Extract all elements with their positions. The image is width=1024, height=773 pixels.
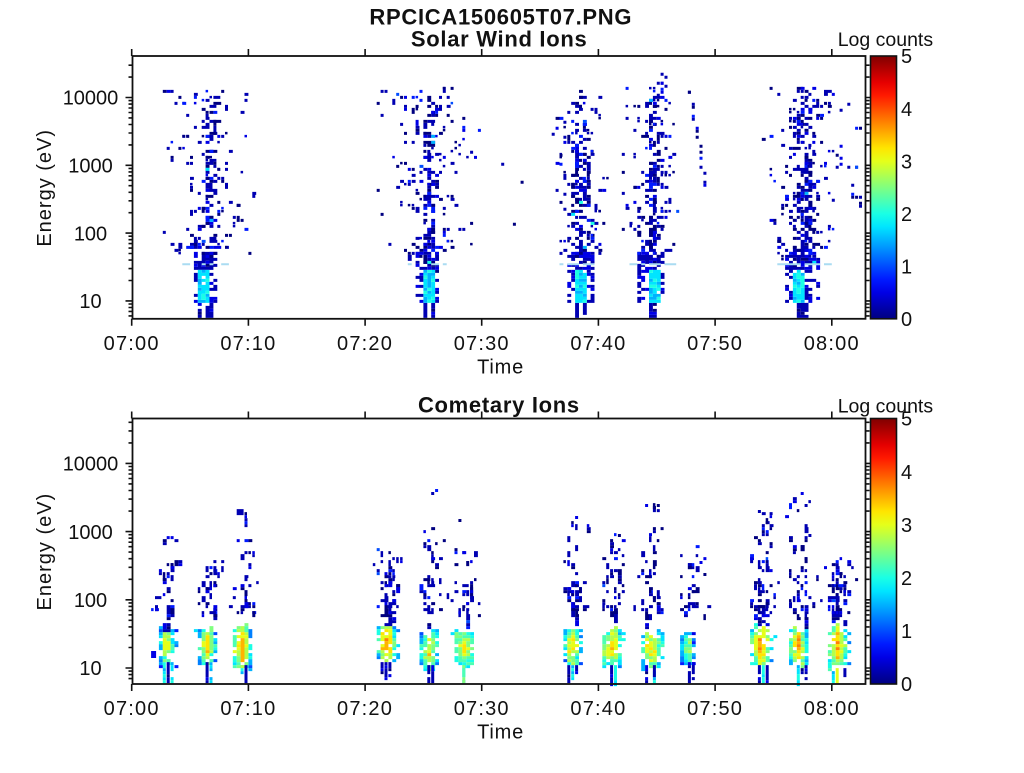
svg-text:5: 5: [901, 46, 912, 68]
svg-text:Log counts: Log counts: [838, 396, 934, 418]
svg-text:0: 0: [901, 309, 912, 331]
svg-text:100: 100: [74, 590, 107, 612]
svg-text:10000: 10000: [63, 454, 119, 476]
svg-text:07:20: 07:20: [337, 333, 393, 355]
svg-text:5: 5: [901, 409, 912, 431]
svg-text:07:10: 07:10: [220, 333, 276, 355]
svg-text:Solar Wind Ions: Solar Wind Ions: [411, 26, 588, 51]
svg-text:08:00: 08:00: [804, 333, 860, 355]
svg-text:07:40: 07:40: [570, 698, 626, 720]
svg-text:07:20: 07:20: [337, 698, 393, 720]
svg-text:1: 1: [901, 621, 912, 643]
svg-text:10: 10: [79, 658, 101, 680]
svg-text:10: 10: [79, 291, 101, 313]
svg-text:Cometary Ions: Cometary Ions: [418, 393, 580, 418]
svg-text:10000: 10000: [63, 88, 119, 110]
svg-text:0: 0: [901, 674, 912, 696]
svg-text:RPCICA150605T07.PNG: RPCICA150605T07.PNG: [369, 5, 632, 30]
svg-text:Energy (eV): Energy (eV): [34, 493, 56, 611]
svg-text:07:00: 07:00: [104, 698, 160, 720]
svg-text:4: 4: [901, 99, 912, 121]
svg-text:3: 3: [901, 151, 912, 173]
svg-text:08:00: 08:00: [804, 698, 860, 720]
svg-text:Energy (eV): Energy (eV): [34, 129, 56, 247]
svg-text:1: 1: [901, 256, 912, 278]
svg-text:Log counts: Log counts: [838, 29, 934, 51]
svg-text:Time: Time: [477, 356, 524, 378]
svg-text:07:50: 07:50: [687, 333, 743, 355]
svg-text:07:50: 07:50: [687, 698, 743, 720]
svg-text:07:10: 07:10: [220, 698, 276, 720]
svg-text:3: 3: [901, 515, 912, 537]
svg-text:4: 4: [901, 462, 912, 484]
svg-text:07:30: 07:30: [454, 698, 510, 720]
svg-text:07:00: 07:00: [104, 333, 160, 355]
svg-text:1000: 1000: [68, 522, 113, 544]
svg-text:2: 2: [901, 568, 912, 590]
svg-text:1000: 1000: [68, 156, 113, 178]
svg-text:100: 100: [74, 223, 107, 245]
svg-text:2: 2: [901, 204, 912, 226]
svg-text:Time: Time: [477, 722, 524, 744]
svg-text:07:30: 07:30: [454, 333, 510, 355]
svg-text:07:40: 07:40: [570, 333, 626, 355]
